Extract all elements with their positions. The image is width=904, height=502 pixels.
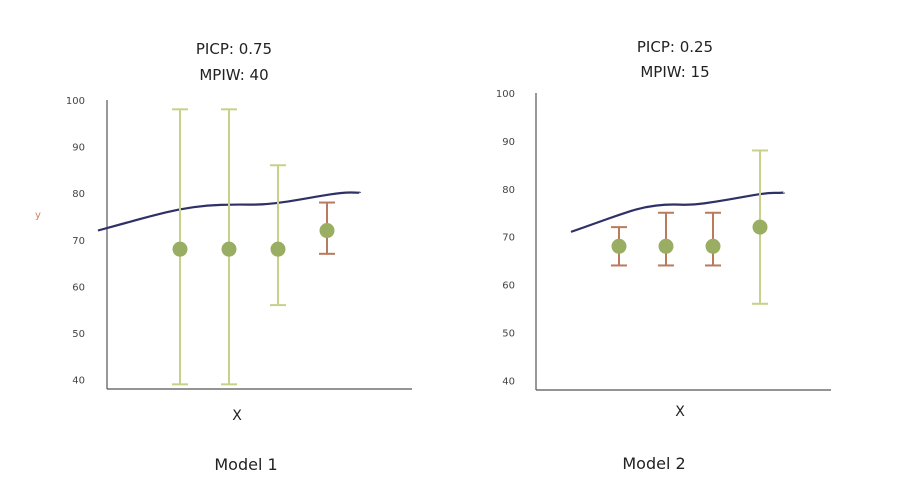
chart-2-true-curve [570, 191, 786, 233]
chart-1-error-bar [270, 164, 286, 307]
chart-1-prediction-point [319, 223, 335, 239]
chart-2-ytick-label: 60 [502, 281, 515, 292]
chart-1-ytick-label: 100 [66, 96, 85, 107]
chart-1-caption: Model 1 [214, 455, 277, 474]
chart-2-prediction-point [752, 219, 768, 235]
chart-1-title-line-2: MPIW: 40 [199, 66, 268, 84]
chart-2-title-line-1: PICP: 0.25 [637, 38, 713, 56]
chart-2-title-line-2: MPIW: 15 [640, 63, 709, 81]
chart-2-x-axis-label: X [675, 404, 685, 420]
chart-2-ytick-label: 40 [502, 376, 515, 387]
chart-1: 100 90 80 70 60 50 40 [66, 96, 412, 390]
chart-1-ytick-label: 70 [72, 236, 85, 247]
chart-1-ytick-label: 90 [72, 143, 85, 154]
chart-2-ytick-label: 100 [496, 89, 515, 100]
chart-2-ytick-label: 50 [502, 329, 515, 340]
chart-1-ytick-label: 60 [72, 282, 85, 293]
chart-2-prediction-point [705, 238, 721, 254]
chart-2-prediction-point [611, 238, 627, 254]
chart-2: 100 90 80 70 60 50 40 [496, 89, 831, 391]
chart-1-prediction-point [221, 241, 237, 257]
chart-2-ytick-label: 70 [502, 233, 515, 244]
chart-1-prediction-point [270, 241, 286, 257]
chart-1-title-line-1: PICP: 0.75 [196, 40, 272, 58]
chart-1-ytick-label: 50 [72, 329, 85, 340]
chart-2-caption: Model 2 [622, 454, 685, 473]
chart-1-prediction-point [172, 241, 188, 257]
chart-1-ytick-label: 80 [72, 189, 85, 200]
chart-1-x-axis-label: X [232, 408, 242, 424]
chart-2-prediction-point [658, 238, 674, 254]
chart-1-ytick-label: 40 [72, 376, 85, 387]
chart-1-y-marker: y [35, 210, 41, 221]
chart-1-true-curve [97, 191, 362, 232]
chart-2-ytick-label: 80 [502, 185, 515, 196]
chart-2-ytick-label: 90 [502, 137, 515, 148]
